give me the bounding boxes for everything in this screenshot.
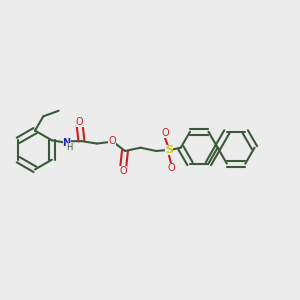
Text: O: O (76, 117, 84, 127)
Text: O: O (108, 136, 116, 146)
Text: O: O (119, 166, 127, 176)
Text: S: S (165, 145, 173, 155)
Text: H: H (66, 143, 72, 152)
Text: N: N (63, 138, 71, 148)
Text: O: O (167, 163, 175, 173)
Text: O: O (161, 128, 169, 138)
